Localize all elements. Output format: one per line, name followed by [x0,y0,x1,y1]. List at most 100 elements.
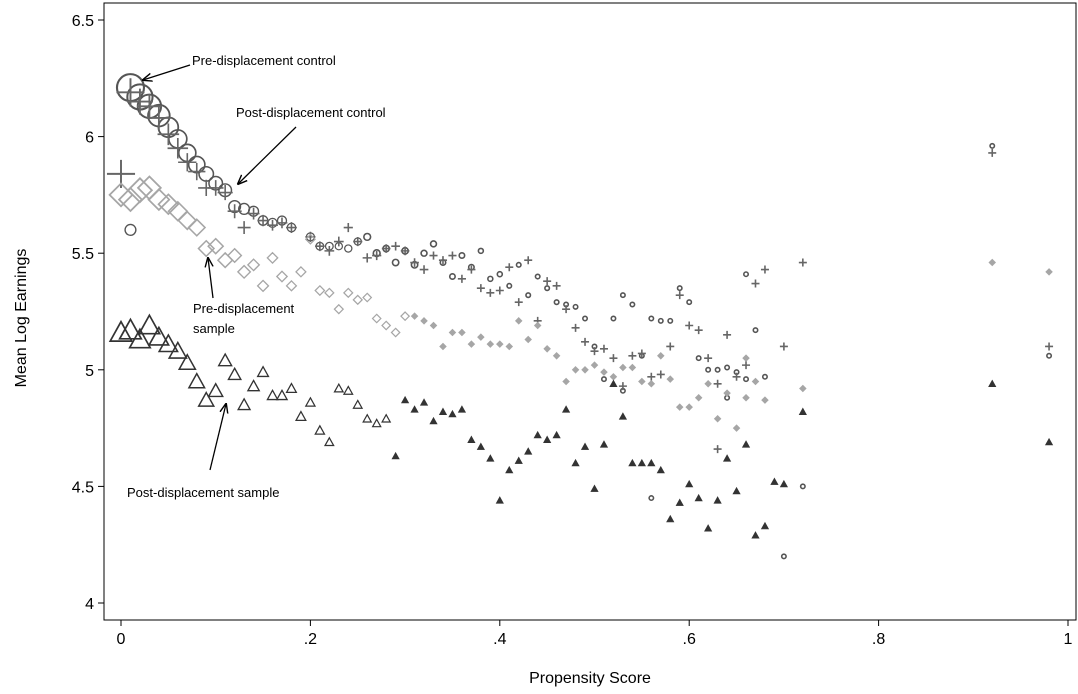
data-point-post_sample [275,388,289,401]
data-point-post_control [391,241,400,251]
annotation-post-sample: Post-displacement sample [127,485,279,500]
data-point-post_sample [675,498,684,506]
data-point-pre_sample [742,394,750,402]
data-point-pre_control [477,247,485,255]
data-point-pre_sample [609,373,618,381]
data-point-post_sample [751,531,760,539]
series-post_control [106,78,1054,454]
data-point-pre_sample [236,264,252,280]
data-point-post_control [267,219,278,231]
data-point-post_sample [400,395,410,404]
data-point-post_sample [476,442,485,450]
data-point-pre_sample [751,377,760,386]
data-point-pre_control [686,299,693,306]
data-point-post_control [333,236,344,247]
data-point-post_sample [561,405,571,413]
data-point-pre_sample [304,233,316,245]
data-point-post_control [647,372,656,381]
data-point-post_control [723,330,732,339]
data-point-pre_control [629,301,636,308]
data-point-pre_sample [439,342,447,351]
data-point-pre_sample [704,380,712,388]
data-point-post_sample [197,391,216,407]
data-point-post_sample [647,458,656,467]
y-tick-label: 6.5 [72,13,94,30]
data-point-pre_sample [514,317,523,325]
data-point-pre_control [600,376,607,383]
data-point-post_control [247,207,260,220]
data-point-pre_sample [543,345,551,353]
data-point-post_control [590,347,599,356]
data-point-pre_sample [275,270,289,283]
data-point-pre_sample [467,340,476,348]
data-point-pre_sample [187,218,207,237]
data-point-post_sample [429,416,438,425]
data-point-pre_control [989,142,996,149]
data-point-pre_control [544,285,551,292]
data-point-pre_control [657,317,664,324]
data-point-pre_control [1046,352,1053,359]
annotation-pre-sample-line1: Pre-displacement [193,301,295,316]
data-point-pre_control [344,244,353,253]
data-point-pre_sample [988,258,997,267]
data-point-post_sample [391,451,400,460]
data-point-pre_sample [400,311,411,322]
data-point-post_sample [685,479,694,488]
data-point-post_sample [779,479,789,488]
arrow-post-control [238,126,297,184]
data-point-post_control [524,256,533,265]
data-point-pre_sample [638,377,646,386]
data-point-post_sample [590,484,599,492]
data-point-pre_sample [147,188,171,212]
data-point-pre_control [648,495,655,502]
data-point-pre_sample [207,237,225,255]
data-point-post_sample [438,407,448,415]
data-point-post_sample [323,436,335,447]
data-point-post_sample [362,413,373,423]
data-point-pre_control [572,303,579,310]
x-tick-label: .8 [872,631,885,648]
data-point-pre_control [799,483,806,490]
data-point-pre_control [714,366,721,373]
data-point-post_sample [167,340,188,359]
data-point-post_control [362,253,372,263]
data-point-post_control [188,162,206,181]
data-point-post_sample [304,396,317,407]
data-point-post_control [798,258,807,267]
data-point-pre_control [648,315,655,322]
data-point-pre_control [610,315,617,322]
data-point-pre_control [515,261,522,268]
data-point-post_control [618,382,627,391]
data-point-post_control [543,277,552,286]
data-point-post_control [178,153,197,172]
data-point-pre_sample [448,328,457,337]
series-post_sample [108,313,1054,539]
data-point-post_sample [294,410,307,421]
data-point-post_control [157,123,180,146]
data-point-pre_control [525,292,532,299]
data-point-pre_sample [390,327,401,338]
data-point-post_sample [118,317,143,340]
data-point-post_sample [342,385,354,395]
data-point-post_sample [467,435,476,443]
data-point-post_control [779,342,788,351]
data-point-post_control [324,246,335,256]
data-point-post_control [286,222,297,233]
data-point-post_control [305,231,316,243]
data-point-post_control [514,298,523,307]
data-point-post_control [751,279,760,288]
data-point-pre_sample [157,193,180,216]
data-point-pre_control [752,327,759,334]
data-point-pre_sample [177,210,198,231]
arrow-pre-control [143,64,191,80]
data-point-post_sample [760,521,770,530]
data-point-pre_sample [675,403,684,411]
data-point-pre_control [429,240,438,248]
data-point-post_sample [419,398,429,406]
data-point-pre_sample [429,321,438,330]
y-tick-label: 4 [85,596,94,613]
data-point-post_sample [732,486,741,495]
data-point-post_control [562,305,571,314]
data-point-post_control [704,354,713,363]
